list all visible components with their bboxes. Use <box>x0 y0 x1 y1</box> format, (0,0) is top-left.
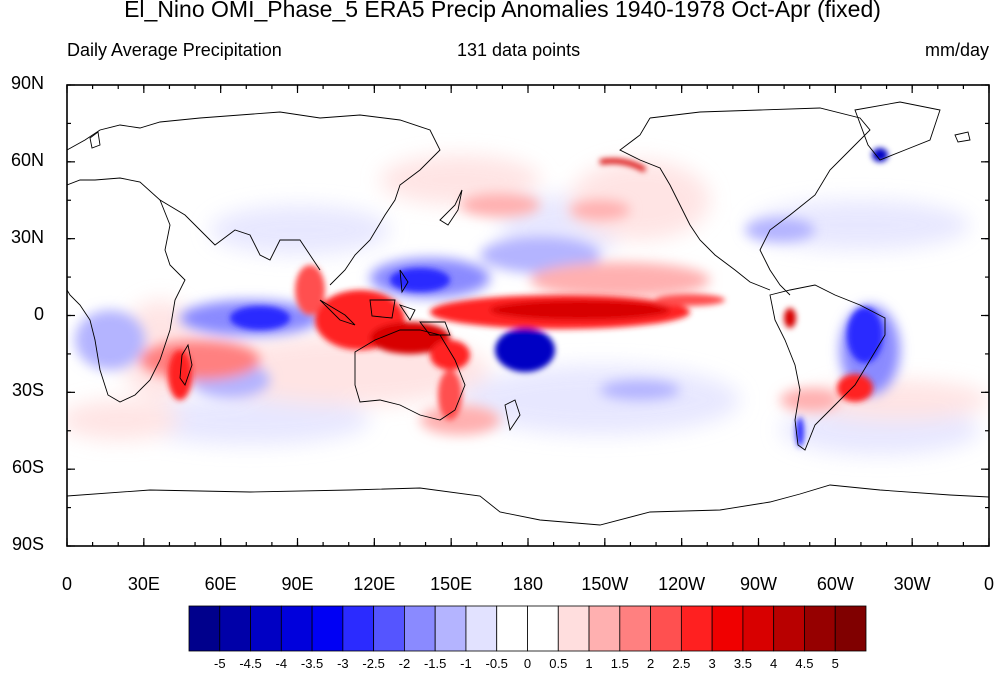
colorbar-label: -5 <box>213 656 226 671</box>
colorbar-label: 4 <box>770 656 778 671</box>
colorbar-label: 3.5 <box>733 656 752 671</box>
colorbar-label: -2 <box>398 656 411 671</box>
coastlines <box>67 101 989 526</box>
lat-label: 30S <box>11 380 44 401</box>
chart-title: El_Nino OMI_Phase_5 ERA5 Precip Anomalie… <box>124 0 881 22</box>
lat-label: 60N <box>10 149 44 170</box>
colorbar-swatch <box>373 605 405 652</box>
colorbar-label: 1.5 <box>610 656 629 671</box>
colorbar-label: 5 <box>831 656 839 671</box>
colorbar-label: 3 <box>708 656 716 671</box>
colorbar-label: -4 <box>275 656 288 671</box>
map-area <box>67 85 989 546</box>
units-label: mm/day <box>924 40 989 60</box>
lon-label: 120W <box>658 574 706 594</box>
colorbar-label: 2.5 <box>672 656 691 671</box>
colorbar-swatch <box>465 605 498 652</box>
lon-label: 30E <box>127 574 160 594</box>
colorbar-label: -2.5 <box>362 656 385 671</box>
lon-label: 150W <box>581 574 629 594</box>
lon-label: 0 <box>61 574 73 594</box>
lat-label: 90N <box>10 73 44 93</box>
colorbar-swatch <box>804 605 836 652</box>
subtitle-center: 131 data points <box>457 40 581 60</box>
colorbar-swatch <box>680 605 713 652</box>
lon-label: 90E <box>281 574 314 594</box>
colorbar-label: -1 <box>460 656 472 671</box>
anomaly-field-strong <box>168 148 888 447</box>
colorbar-swatch <box>742 605 775 652</box>
colorbar-swatch <box>496 605 528 652</box>
colorbar-label: -0.5 <box>485 656 508 671</box>
colorbar-label: 4.5 <box>795 656 814 671</box>
colorbar-swatch <box>527 605 559 652</box>
colorbar-label: -3 <box>337 656 349 671</box>
colorbar-swatch <box>619 605 651 652</box>
colorbar-label: 2 <box>646 656 655 671</box>
colorbar-swatch <box>280 605 313 652</box>
colorbar-label: -3.5 <box>300 656 324 671</box>
colorbar-swatch <box>773 605 805 652</box>
lon-label: 30W <box>893 574 931 594</box>
colorbar-swatch <box>404 605 436 652</box>
colorbar-swatch <box>342 605 375 652</box>
lat-label: 0 <box>33 303 44 324</box>
colorbar-swatch <box>219 605 251 652</box>
colorbar-label: -1.5 <box>423 656 447 671</box>
colorbar-label: -4.5 <box>239 656 262 671</box>
colorbar-label: 1 <box>585 656 593 671</box>
colorbar-swatch <box>250 605 282 652</box>
colorbar-swatch <box>588 605 621 652</box>
lat-label: 60S <box>11 457 44 478</box>
colorbar-swatch <box>557 605 590 652</box>
colorbar-label: 0.5 <box>549 656 568 671</box>
subtitle-left: Daily Average Precipitation <box>67 40 282 60</box>
lon-label: 0 <box>983 574 995 594</box>
lon-label: 60W <box>816 574 854 594</box>
colorbar <box>188 605 867 652</box>
lon-label: 180 <box>512 574 544 594</box>
colorbar-swatch <box>434 605 467 652</box>
lat-label: 90S <box>11 534 44 554</box>
lon-label: 120E <box>353 574 396 594</box>
lon-label: 60E <box>204 574 237 594</box>
colorbar-swatch <box>711 605 744 652</box>
colorbar-swatch <box>650 605 682 652</box>
lon-label: 150E <box>430 574 473 594</box>
lon-label: 90W <box>739 574 778 594</box>
lat-label: 30N <box>10 226 44 247</box>
colorbar-label: 0 <box>523 656 532 671</box>
axis-ticks <box>66 84 990 547</box>
colorbar-swatch <box>311 605 344 652</box>
colorbar-swatch <box>188 605 221 652</box>
colorbar-swatch <box>834 605 867 652</box>
